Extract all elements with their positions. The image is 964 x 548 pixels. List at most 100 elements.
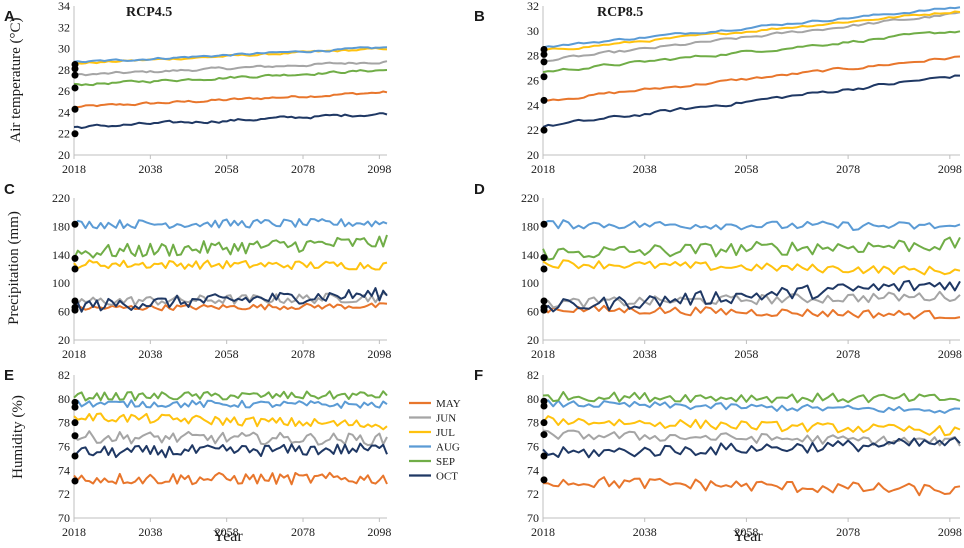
series-line-sep <box>73 69 388 87</box>
y-tick-label: 60 <box>58 305 70 319</box>
legend-label-aug: AUG <box>436 442 460 454</box>
baseline-marker <box>71 105 79 113</box>
x-tick-label: 2018 <box>531 347 555 361</box>
baseline-marker <box>540 45 548 53</box>
series-line-may <box>73 302 388 312</box>
x-tick-label: 2018 <box>62 162 86 176</box>
series-line-jun <box>542 11 961 62</box>
x-tick-label: 2078 <box>291 525 315 539</box>
baseline-marker <box>71 303 79 311</box>
x-tick-label: 2038 <box>138 347 162 361</box>
series-line-may <box>542 476 961 497</box>
y-tick-label: 70 <box>527 511 539 525</box>
panel-label: E <box>4 367 14 384</box>
x-tick-label: 2058 <box>734 525 758 539</box>
baseline-marker <box>540 58 548 66</box>
y-tick-label: 20 <box>58 333 70 347</box>
y-tick-label: 28 <box>527 49 539 63</box>
series-line-oct <box>73 442 388 459</box>
x-tick-label: 2058 <box>734 162 758 176</box>
series-line-may <box>542 304 961 320</box>
x-tick-label: 2098 <box>367 347 391 361</box>
y-tick-label: 140 <box>521 248 539 262</box>
panel-A: 20 22 24 26 28 30 32 34 2018 2038 2058 2078 2098 A RCP… <box>4 0 391 176</box>
panel-label: D <box>474 181 485 198</box>
series-line-aug <box>542 399 961 414</box>
panel-label: A <box>4 8 15 25</box>
x-tick-label: 2078 <box>291 162 315 176</box>
baseline-marker <box>540 96 548 104</box>
y-tick-label: 82 <box>527 368 539 382</box>
y-tick-label: 72 <box>527 487 539 501</box>
legend-label-oct: OCT <box>436 471 458 483</box>
y-tick-label: 74 <box>58 463 70 477</box>
x-tick-label: 2058 <box>734 347 758 361</box>
y-tick-label: 22 <box>58 127 70 141</box>
series-line-sep <box>73 390 388 402</box>
baseline-marker <box>540 431 548 439</box>
panel-B: 20 22 24 26 28 30 32 2018 2038 2058 2078 2098 B RCP8.… <box>474 0 962 176</box>
series-line-jul <box>542 259 961 276</box>
x-tick-label: 2078 <box>291 347 315 361</box>
x-tick-label: 2018 <box>531 525 555 539</box>
y-tick-label: 220 <box>521 191 539 205</box>
x-tick-label: 2098 <box>367 162 391 176</box>
x-tick-label: 2078 <box>836 162 860 176</box>
panel-D: 20 60 100 140 180 220 2018 2038 2058 2078 2098 D <box>474 181 962 361</box>
baseline-marker <box>71 477 79 485</box>
x-tick-label: 2078 <box>836 347 860 361</box>
series-line-may <box>73 471 388 486</box>
panel-C: 20 60 100 140 180 220 2018 2038 2058 2078 2098 C Pre… <box>4 181 391 361</box>
series-line-aug <box>73 218 388 230</box>
panel-F: 70 72 74 76 78 80 82 2018 2038 2058 2078 2098 F <box>474 367 962 539</box>
series-line-jun <box>542 290 961 309</box>
x-tick-label: 2038 <box>633 162 657 176</box>
x-tick-label: 2038 <box>633 347 657 361</box>
baseline-marker <box>71 452 79 460</box>
series-line-sep <box>542 30 961 74</box>
x-tick-label: 2018 <box>62 347 86 361</box>
panel-label: C <box>4 181 15 198</box>
x-tick-label: 2038 <box>633 525 657 539</box>
baseline-marker <box>71 254 79 262</box>
baseline-marker <box>71 220 79 228</box>
x-tick-label: 2058 <box>215 525 239 539</box>
baseline-marker <box>540 303 548 311</box>
y-tick-label: 26 <box>58 84 70 98</box>
series-line-aug <box>73 46 388 64</box>
legend-label-jul: JUL <box>436 427 455 439</box>
x-tick-label: 2098 <box>938 347 962 361</box>
baseline-marker <box>71 398 79 406</box>
baseline-marker <box>540 297 548 305</box>
baseline-marker <box>71 265 79 273</box>
panel-E: 70 72 74 76 78 80 82 2018 2038 2058 2078 2098 E Humid… <box>4 367 391 539</box>
y-tick-label: 180 <box>52 219 70 233</box>
baseline-marker <box>540 397 548 405</box>
baseline-marker <box>540 73 548 81</box>
y-tick-label: 100 <box>52 276 70 290</box>
series-line-jul <box>542 10 961 52</box>
x-tick-label: 2098 <box>938 525 962 539</box>
y-tick-label: 76 <box>527 440 539 454</box>
series-line-oct <box>73 287 388 313</box>
y-tick-label: 76 <box>58 440 70 454</box>
panel-title: RCP8.5 <box>597 5 643 20</box>
panel-label: F <box>474 367 483 384</box>
panel-label: B <box>474 8 485 25</box>
y-tick-label: 140 <box>52 248 70 262</box>
legend: MAY JUN JUL AUG SEP OCT <box>409 398 461 483</box>
series-line-aug <box>542 219 961 231</box>
series-line-oct <box>542 436 961 459</box>
y-tick-label: 80 <box>58 392 70 406</box>
baseline-marker <box>540 476 548 484</box>
baseline-marker <box>540 126 548 134</box>
baseline-marker <box>71 130 79 138</box>
series-line-jul <box>73 412 388 431</box>
x-axis-title: Year <box>733 528 763 545</box>
y-tick-label: 74 <box>527 463 539 477</box>
y-tick-label: 60 <box>527 305 539 319</box>
x-tick-label: 2038 <box>138 525 162 539</box>
y-tick-label: 32 <box>527 0 539 13</box>
series-line-oct <box>73 112 388 129</box>
